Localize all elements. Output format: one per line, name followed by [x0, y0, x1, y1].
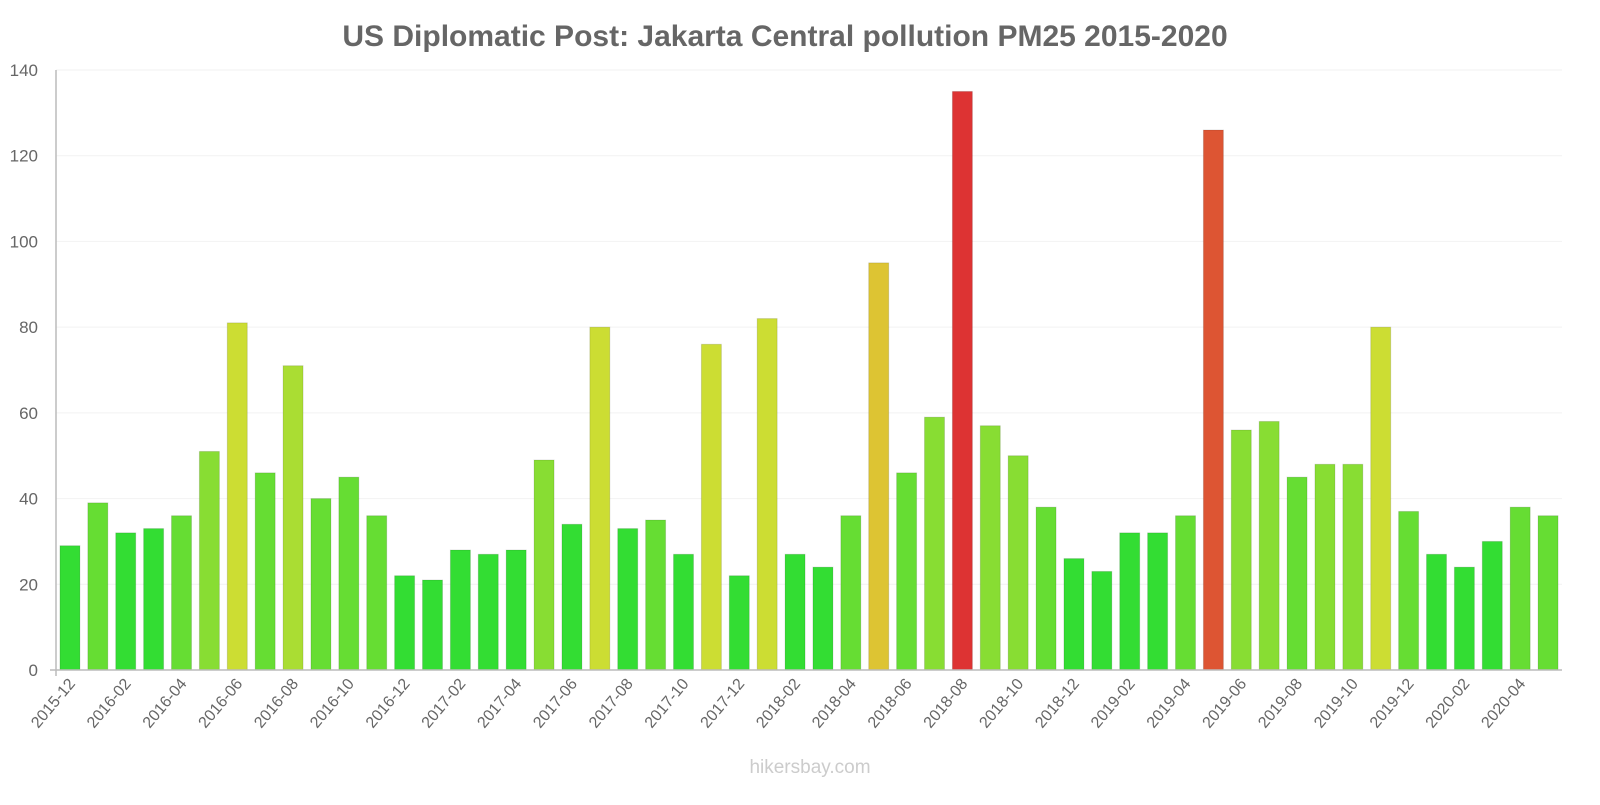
- x-tick-label: 2017-04: [474, 676, 525, 732]
- x-tick-label: 2019-06: [1200, 676, 1251, 732]
- bar-2019-05: [1202, 129, 1224, 671]
- bar-2016-04: [171, 515, 192, 671]
- bar-2019-12: [1398, 510, 1420, 671]
- x-tick-label: 2018-10: [976, 676, 1027, 732]
- bar-2018-04: [840, 515, 862, 671]
- bar-2019-11: [1370, 326, 1392, 671]
- bar-2018-02: [784, 553, 806, 671]
- bar-2017-10: [673, 553, 694, 671]
- y-tick-label: 60: [19, 404, 38, 423]
- bar-2017-01: [422, 579, 443, 671]
- y-tick-label: 20: [19, 575, 38, 594]
- bar-2017-05: [533, 459, 555, 671]
- y-tick-label: 140: [10, 61, 38, 80]
- y-tick-label: 80: [19, 318, 38, 337]
- x-tick-label: 2016-02: [84, 676, 135, 732]
- bar-2017-12: [728, 575, 750, 671]
- chart-title: US Diplomatic Post: Jakarta Central poll…: [342, 20, 1227, 53]
- x-tick-label: 2019-08: [1255, 676, 1306, 732]
- bar-2020-01: [1426, 553, 1447, 671]
- bar-2017-02: [449, 549, 471, 671]
- bar-2019-10: [1342, 463, 1364, 671]
- bar-2017-06: [561, 523, 583, 671]
- bar-2018-06: [896, 472, 918, 671]
- bar-2019-01: [1091, 570, 1113, 671]
- x-tick-label: 2019-04: [1144, 676, 1195, 732]
- x-tick-label: 2017-12: [698, 676, 749, 732]
- x-tick-label: 2019-12: [1367, 676, 1418, 732]
- bar-2018-11: [1035, 506, 1057, 671]
- bar-2018-10: [1007, 455, 1029, 671]
- bar-2017-08: [617, 528, 639, 671]
- x-tick-label: 2018-04: [809, 676, 860, 732]
- x-tick-label: 2019-10: [1311, 676, 1362, 732]
- x-tick-label: 2020-02: [1423, 676, 1474, 732]
- bar-2016-09: [310, 498, 332, 671]
- bar-2016-02: [115, 532, 137, 671]
- bar-2017-03: [477, 553, 499, 671]
- bar-2018-05: [868, 262, 890, 671]
- y-tick-label: 0: [29, 661, 38, 680]
- x-tick-label: 2016-08: [251, 676, 302, 732]
- bar-2020-02: [1453, 566, 1475, 671]
- bar-2016-06: [226, 322, 248, 671]
- bar-2017-04: [505, 549, 527, 671]
- bar-2016-10: [338, 476, 360, 671]
- bar-2016-03: [143, 528, 165, 671]
- bar-2017-07: [589, 326, 611, 671]
- x-tick-label: 2020-04: [1478, 676, 1529, 732]
- bar-2019-04: [1175, 515, 1196, 671]
- bar-2019-06: [1230, 429, 1252, 671]
- bar-2017-09: [645, 519, 667, 671]
- bar-2018-03: [812, 566, 834, 671]
- y-tick-label: 40: [19, 490, 38, 509]
- x-tick-label: 2017-06: [530, 676, 581, 732]
- bar-2020-05: [1537, 515, 1559, 671]
- bar-2018-07: [924, 416, 945, 671]
- x-tick-label: 2018-02: [753, 676, 804, 732]
- bar-2016-11: [366, 515, 388, 671]
- x-tick-label: 2017-08: [586, 676, 637, 732]
- x-tick-label: 2016-10: [307, 676, 358, 732]
- y-tick-label: 120: [10, 147, 38, 166]
- bar-2019-08: [1286, 476, 1308, 671]
- bar-2019-02: [1119, 532, 1141, 671]
- x-tick-label: 2017-02: [419, 676, 470, 732]
- x-tick-label: 2019-02: [1088, 676, 1139, 732]
- bar-2018-09: [979, 425, 1001, 671]
- bar-2020-03: [1481, 540, 1503, 671]
- x-tick-label: 2018-08: [921, 676, 972, 732]
- bar-2019-03: [1147, 532, 1169, 671]
- bar-2016-07: [254, 472, 276, 671]
- bar-2020-04: [1509, 506, 1531, 671]
- bar-2017-11: [700, 343, 722, 671]
- bar-2018-01: [756, 318, 778, 671]
- x-tick-label: 2015-12: [28, 676, 79, 732]
- bar-2016-05: [198, 450, 220, 671]
- x-tick-label: 2018-06: [865, 676, 916, 732]
- bar-2019-07: [1258, 420, 1280, 671]
- bar-2018-12: [1063, 558, 1085, 671]
- x-tick-label: 2017-10: [642, 676, 693, 732]
- y-tick-label: 100: [10, 232, 38, 251]
- x-tick-label: 2016-06: [196, 676, 247, 732]
- x-tick-label: 2016-12: [363, 676, 414, 732]
- bar-2016-08: [282, 365, 304, 671]
- x-tick-label: 2016-04: [140, 676, 191, 732]
- x-tick-label: 2018-12: [1032, 676, 1083, 732]
- bar-2016-01: [87, 502, 109, 671]
- bar-2018-08: [951, 90, 973, 671]
- bar-2015-12: [59, 545, 81, 671]
- watermark: hikersbay.com: [749, 757, 870, 778]
- bar-2019-09: [1314, 463, 1336, 671]
- bar-2016-12: [394, 575, 416, 671]
